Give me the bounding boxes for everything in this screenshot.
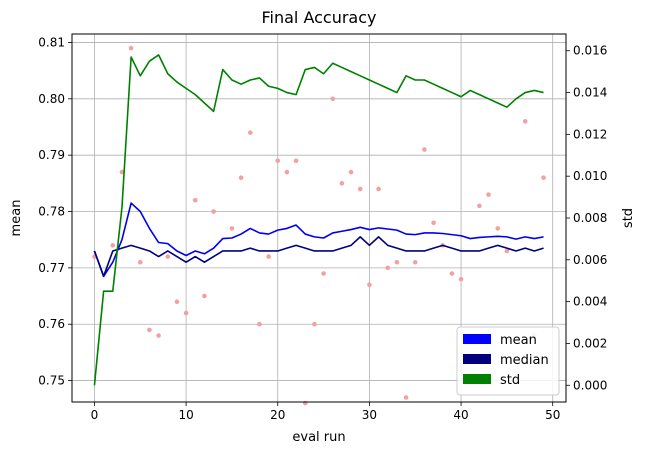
y-left-tick-label: 0.81	[38, 35, 65, 49]
y-axis-label-right: std	[621, 208, 636, 228]
x-tick-label: 40	[453, 408, 468, 422]
scatter-point	[385, 265, 391, 271]
y-left-tick-label: 0.78	[38, 205, 65, 219]
scatter-point	[357, 186, 363, 192]
y-left-tick-label: 0.79	[38, 148, 65, 162]
scatter-point	[321, 271, 326, 276]
y-right-tick-label: 0.016	[573, 44, 607, 58]
scatter-point	[284, 169, 290, 175]
y-left-tick-label: 0.80	[38, 92, 65, 106]
scatter-point	[541, 175, 546, 181]
scatter-point	[137, 259, 143, 265]
scatter-point	[238, 175, 244, 181]
legend-swatch	[463, 374, 491, 384]
scatter-point	[486, 192, 491, 197]
scatter-point	[202, 293, 207, 299]
legend: mean median std	[456, 326, 560, 396]
scatter-point	[165, 254, 171, 259]
y-left-tick-label: 0.76	[38, 317, 65, 331]
std-line	[93, 54, 544, 386]
legend-swatch	[463, 354, 491, 364]
scatter-point	[477, 203, 482, 209]
scatter-point	[247, 130, 253, 135]
x-tick-label: 20	[270, 408, 285, 422]
chart-title: Final Accuracy	[261, 8, 376, 27]
scatter-point	[403, 395, 409, 400]
scatter-point	[495, 226, 501, 231]
y-right-tick-label: 0.006	[573, 253, 607, 267]
scatter-point	[229, 226, 235, 231]
scatter-point	[394, 259, 400, 265]
x-tick-label: 10	[178, 408, 193, 422]
scatter-point	[422, 147, 427, 152]
scatter-point	[504, 248, 510, 254]
scatter-point	[257, 321, 262, 327]
scatter-point	[266, 254, 271, 259]
scatter-point	[376, 186, 381, 192]
legend-label: std	[500, 373, 520, 388]
scatter-point	[293, 158, 299, 164]
scatter-point	[312, 321, 317, 327]
y-right-tick-label: 0.008	[573, 211, 607, 225]
scatter-point	[339, 181, 345, 186]
x-tick-label: 30	[362, 408, 377, 422]
scatter-point	[458, 276, 464, 282]
legend-label: mean	[500, 333, 537, 348]
y-right-tick-label: 0.002	[573, 336, 607, 350]
scatter-point	[119, 169, 125, 175]
scatter-point	[412, 259, 418, 265]
x-axis-label: eval run	[292, 430, 345, 445]
median-line	[93, 236, 544, 278]
scatter-point	[348, 169, 354, 175]
scatter-point	[128, 45, 134, 51]
series-lines	[93, 54, 544, 386]
mean-line	[93, 202, 544, 278]
scatter-point	[156, 333, 161, 338]
scatter-points	[92, 45, 546, 406]
y-right-tick-label: 0.010	[573, 169, 607, 183]
x-tick-label: 0	[91, 408, 99, 422]
scatter-point	[367, 282, 372, 288]
scatter-point	[211, 209, 216, 214]
scatter-point	[183, 310, 189, 316]
scatter-point	[330, 96, 336, 102]
y-axis-label-left: mean	[9, 200, 24, 237]
legend-label: median	[500, 353, 549, 368]
scatter-point	[431, 220, 436, 226]
legend-swatch	[463, 334, 491, 344]
axis-ticks: 0 10 20 30 40 50 0.75 0.76 0.77 0.78 0.79 0.80 0.81 0…	[38, 35, 607, 422]
scatter-point	[275, 158, 281, 164]
scatter-point	[522, 119, 528, 124]
y-right-tick-label: 0.000	[573, 378, 607, 392]
y-left-tick-label: 0.75	[38, 374, 65, 388]
y-right-tick-label: 0.012	[573, 127, 607, 141]
scatter-point	[110, 243, 116, 248]
scatter-point	[192, 197, 198, 203]
scatter-point	[449, 271, 455, 276]
y-left-tick-label: 0.77	[38, 261, 65, 275]
y-right-tick-label: 0.014	[573, 86, 607, 100]
y-right-tick-label: 0.004	[573, 295, 607, 309]
grid	[72, 34, 566, 402]
scatter-point	[147, 327, 152, 333]
x-tick-label: 50	[545, 408, 560, 422]
scatter-point	[174, 299, 180, 304]
